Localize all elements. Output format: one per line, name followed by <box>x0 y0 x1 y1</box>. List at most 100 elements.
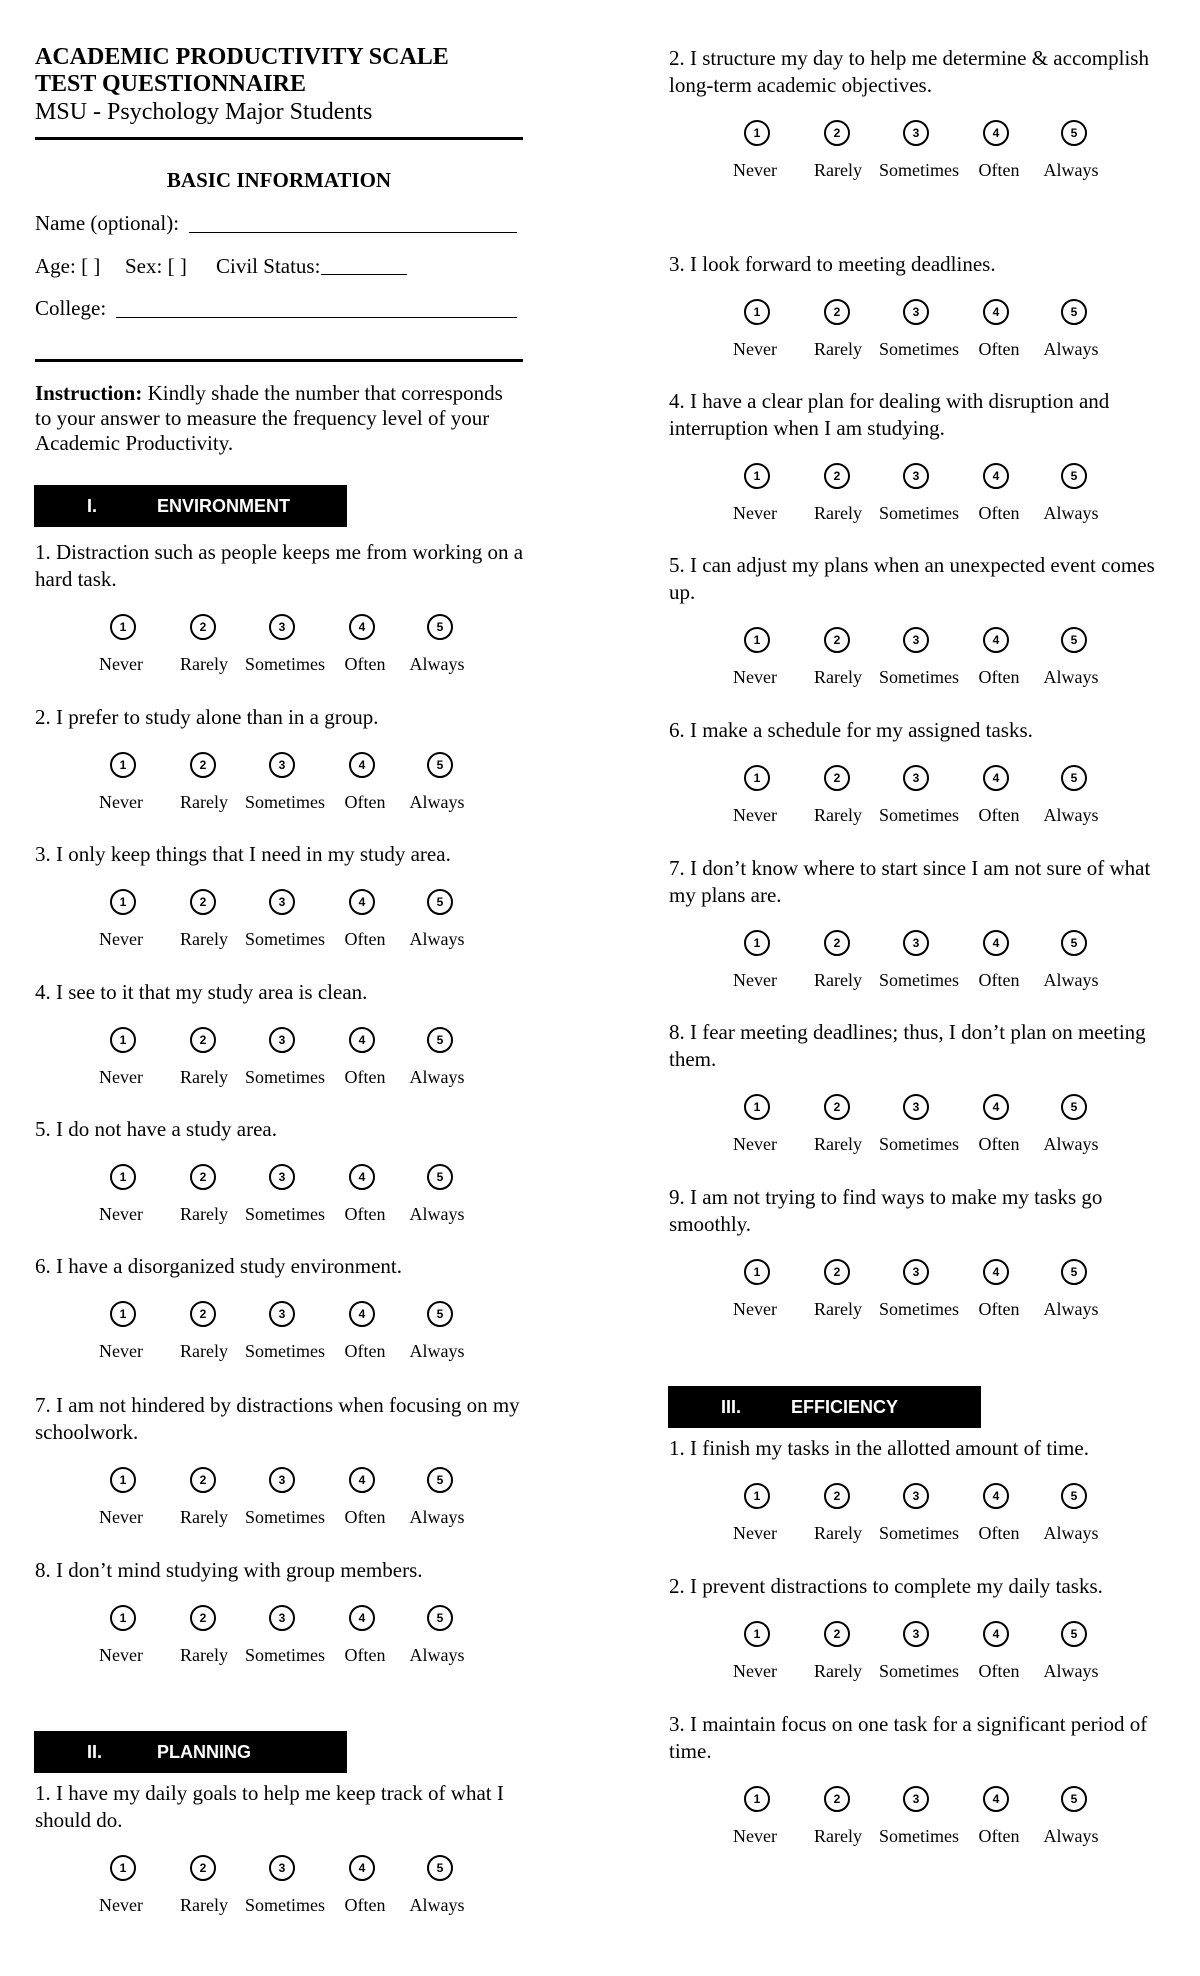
option-circle-5[interactable]: 5 <box>427 614 453 640</box>
option-circle-2[interactable]: 2 <box>824 299 850 325</box>
option-circle-1[interactable]: 1 <box>744 463 770 489</box>
option-circle-5[interactable]: 5 <box>1061 1483 1087 1509</box>
option-circle-1[interactable]: 1 <box>744 1483 770 1509</box>
option-circle-4[interactable]: 4 <box>983 1259 1009 1285</box>
option-circle-2[interactable]: 2 <box>824 1094 850 1120</box>
option-circle-3[interactable]: 3 <box>903 1483 929 1509</box>
option-circle-4[interactable]: 4 <box>983 930 1009 956</box>
option-circle-2[interactable]: 2 <box>824 1259 850 1285</box>
option-circle-5[interactable]: 5 <box>1061 120 1087 146</box>
option-circle-2[interactable]: 2 <box>190 752 216 778</box>
option-circle-5[interactable]: 5 <box>427 1855 453 1881</box>
option-circle-3[interactable]: 3 <box>903 627 929 653</box>
age-label[interactable]: Age: [ ] <box>35 254 101 278</box>
name-field[interactable] <box>189 232 517 233</box>
option-circle-3[interactable]: 3 <box>269 1605 295 1631</box>
option-circle-1[interactable]: 1 <box>110 1027 136 1053</box>
option-circle-4[interactable]: 4 <box>349 1164 375 1190</box>
option-circle-1[interactable]: 1 <box>744 299 770 325</box>
option-circle-2[interactable]: 2 <box>190 889 216 915</box>
option-circle-4[interactable]: 4 <box>349 752 375 778</box>
option-circle-4[interactable]: 4 <box>983 120 1009 146</box>
option-circle-5[interactable]: 5 <box>1061 1621 1087 1647</box>
option-circle-4[interactable]: 4 <box>349 1855 375 1881</box>
option-circle-4[interactable]: 4 <box>349 1605 375 1631</box>
sex-label[interactable]: Sex: [ ] <box>125 254 187 278</box>
option-circle-1[interactable]: 1 <box>744 1094 770 1120</box>
option-circle-4[interactable]: 4 <box>349 1467 375 1493</box>
option-circle-1[interactable]: 1 <box>110 752 136 778</box>
option-circle-2[interactable]: 2 <box>824 1621 850 1647</box>
option-circle-4[interactable]: 4 <box>983 765 1009 791</box>
option-circle-1[interactable]: 1 <box>744 765 770 791</box>
option-circle-4[interactable]: 4 <box>983 299 1009 325</box>
option-circle-5[interactable]: 5 <box>1061 299 1087 325</box>
option-circle-2[interactable]: 2 <box>824 930 850 956</box>
option-circle-1[interactable]: 1 <box>744 1621 770 1647</box>
option-circle-2[interactable]: 2 <box>190 614 216 640</box>
option-circle-3[interactable]: 3 <box>903 1094 929 1120</box>
option-circle-1[interactable]: 1 <box>744 120 770 146</box>
option-circle-4[interactable]: 4 <box>983 627 1009 653</box>
option-circle-3[interactable]: 3 <box>903 463 929 489</box>
option-circle-1[interactable]: 1 <box>110 1467 136 1493</box>
option-circle-3[interactable]: 3 <box>269 1301 295 1327</box>
option-circle-3[interactable]: 3 <box>269 1027 295 1053</box>
option-circle-1[interactable]: 1 <box>744 1259 770 1285</box>
option-circle-4[interactable]: 4 <box>983 463 1009 489</box>
option-circle-5[interactable]: 5 <box>1061 1094 1087 1120</box>
option-circle-1[interactable]: 1 <box>110 1164 136 1190</box>
option-circle-2[interactable]: 2 <box>824 1483 850 1509</box>
option-circle-2[interactable]: 2 <box>190 1605 216 1631</box>
option-circle-3[interactable]: 3 <box>903 1259 929 1285</box>
option-circle-2[interactable]: 2 <box>824 463 850 489</box>
option-circle-2[interactable]: 2 <box>190 1027 216 1053</box>
option-circle-5[interactable]: 5 <box>427 1164 453 1190</box>
option-circle-3[interactable]: 3 <box>903 1621 929 1647</box>
option-circle-1[interactable]: 1 <box>110 889 136 915</box>
option-circle-3[interactable]: 3 <box>269 1164 295 1190</box>
option-circle-2[interactable]: 2 <box>190 1855 216 1881</box>
option-circle-5[interactable]: 5 <box>427 1605 453 1631</box>
option-circle-4[interactable]: 4 <box>983 1483 1009 1509</box>
option-circle-5[interactable]: 5 <box>1061 1786 1087 1812</box>
option-circle-5[interactable]: 5 <box>427 889 453 915</box>
option-circle-3[interactable]: 3 <box>269 752 295 778</box>
option-circle-5[interactable]: 5 <box>1061 930 1087 956</box>
option-circle-1[interactable]: 1 <box>110 1605 136 1631</box>
option-circle-5[interactable]: 5 <box>427 1027 453 1053</box>
option-circle-3[interactable]: 3 <box>903 930 929 956</box>
option-circle-1[interactable]: 1 <box>110 1855 136 1881</box>
option-circle-4[interactable]: 4 <box>349 614 375 640</box>
option-circle-5[interactable]: 5 <box>1061 463 1087 489</box>
option-circle-5[interactable]: 5 <box>1061 1259 1087 1285</box>
option-circle-1[interactable]: 1 <box>110 1301 136 1327</box>
option-circle-2[interactable]: 2 <box>190 1467 216 1493</box>
option-circle-5[interactable]: 5 <box>427 1301 453 1327</box>
option-circle-5[interactable]: 5 <box>427 1467 453 1493</box>
option-circle-1[interactable]: 1 <box>744 1786 770 1812</box>
option-circle-4[interactable]: 4 <box>349 1027 375 1053</box>
option-circle-2[interactable]: 2 <box>824 765 850 791</box>
option-circle-2[interactable]: 2 <box>824 1786 850 1812</box>
option-circle-5[interactable]: 5 <box>1061 627 1087 653</box>
option-circle-3[interactable]: 3 <box>269 614 295 640</box>
option-circle-1[interactable]: 1 <box>744 930 770 956</box>
option-circle-2[interactable]: 2 <box>824 120 850 146</box>
option-circle-4[interactable]: 4 <box>349 1301 375 1327</box>
option-circle-4[interactable]: 4 <box>983 1786 1009 1812</box>
option-circle-3[interactable]: 3 <box>269 1467 295 1493</box>
option-circle-4[interactable]: 4 <box>349 889 375 915</box>
civil-status-field[interactable] <box>321 274 407 275</box>
option-circle-1[interactable]: 1 <box>744 627 770 653</box>
option-circle-4[interactable]: 4 <box>983 1094 1009 1120</box>
option-circle-5[interactable]: 5 <box>1061 765 1087 791</box>
option-circle-5[interactable]: 5 <box>427 752 453 778</box>
option-circle-1[interactable]: 1 <box>110 614 136 640</box>
option-circle-4[interactable]: 4 <box>983 1621 1009 1647</box>
option-circle-3[interactable]: 3 <box>903 299 929 325</box>
college-field[interactable] <box>116 317 517 318</box>
option-circle-2[interactable]: 2 <box>190 1301 216 1327</box>
option-circle-3[interactable]: 3 <box>269 889 295 915</box>
option-circle-2[interactable]: 2 <box>190 1164 216 1190</box>
